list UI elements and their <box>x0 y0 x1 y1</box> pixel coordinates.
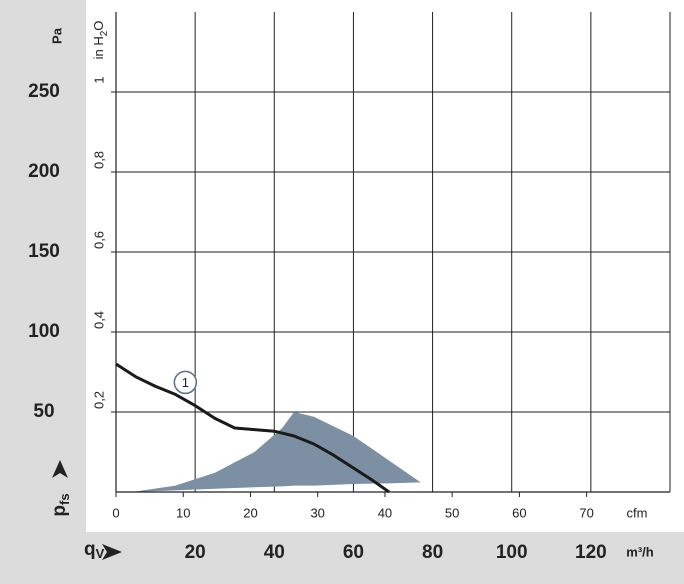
y2-unit-a: in H <box>91 36 106 59</box>
y2-unit-sub: 2 <box>99 30 110 36</box>
x2-unit: cfm <box>627 505 648 520</box>
curve <box>115 362 390 494</box>
y-tick-label: 100 <box>28 321 60 342</box>
x2-tick-label: 10 <box>176 505 190 520</box>
x-label: qV <box>84 539 105 561</box>
y2-tick-label: 0,2 <box>91 391 106 409</box>
y-tick-label: 150 <box>28 241 60 262</box>
x-tick-label: 80 <box>422 542 443 563</box>
operating-area <box>131 412 421 492</box>
x-label-main: q <box>84 539 96 560</box>
x2-tick-label: 60 <box>512 505 526 520</box>
y-label: pfs <box>49 493 72 516</box>
y-tick-label: 200 <box>28 161 60 182</box>
x-arrow <box>102 544 122 560</box>
curve-marker <box>173 370 198 395</box>
y2-unit: in H2O <box>91 21 109 60</box>
y2-tick-label: 1 <box>91 76 106 83</box>
bottom-band <box>0 532 684 584</box>
left-band <box>0 0 86 584</box>
x-unit: m³/h <box>626 544 654 559</box>
y2-unit-b: O <box>91 21 106 31</box>
x-tick-label: 60 <box>343 542 364 563</box>
x2-tick-label: 20 <box>243 505 257 520</box>
x-tick-label: 20 <box>185 542 206 563</box>
x2-tick-label: 70 <box>579 505 593 520</box>
y2-tick-label: 0,4 <box>91 311 106 329</box>
y-unit: Pa <box>49 27 64 44</box>
x-tick-label: 120 <box>575 542 607 563</box>
y2-tick-label: 0,8 <box>91 151 106 169</box>
y2-tick-label: 0,6 <box>91 231 106 249</box>
x2-tick-label: 0 <box>112 505 119 520</box>
x2-tick-label: 30 <box>310 505 324 520</box>
x2-tick-label: 50 <box>445 505 459 520</box>
x2-tick-label: 40 <box>378 505 392 520</box>
y-label-main: p <box>49 505 70 517</box>
x-tick-label: 100 <box>496 542 528 563</box>
y-arrow <box>52 460 68 478</box>
curve-label: 1 <box>182 375 189 390</box>
y-tick-label: 250 <box>28 81 60 102</box>
x-tick-label: 40 <box>264 542 285 563</box>
x-label-sub: V <box>96 546 105 561</box>
y-label-sub: fs <box>57 493 72 505</box>
y-tick-label: 50 <box>33 401 54 422</box>
